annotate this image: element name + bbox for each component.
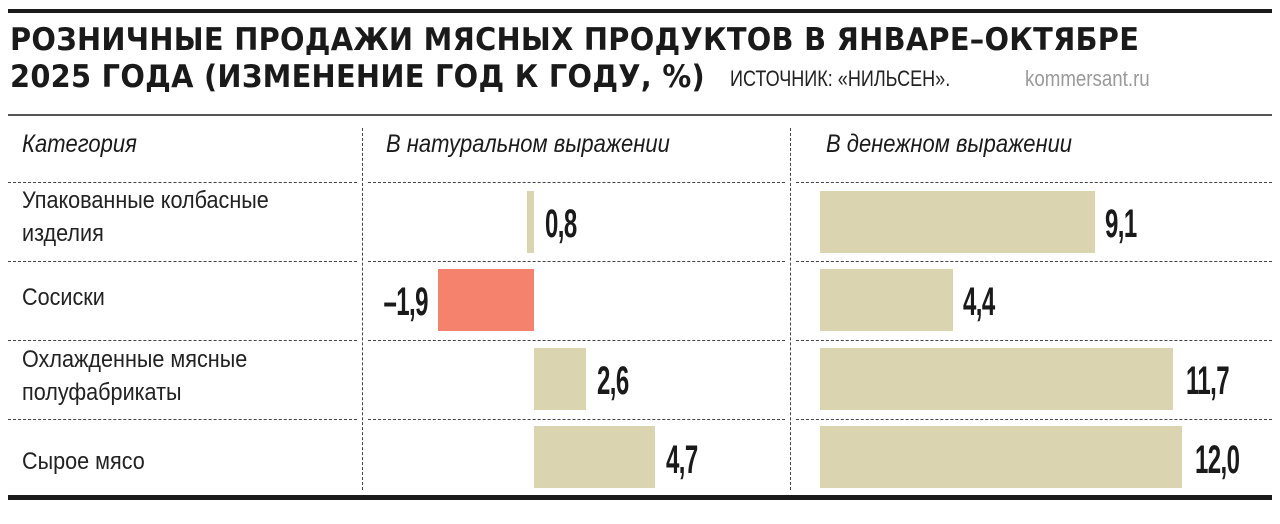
money-bar xyxy=(820,191,1095,253)
money-bar xyxy=(820,426,1182,488)
row-divider xyxy=(8,261,357,262)
row-divider xyxy=(796,182,1272,183)
category-line: Упакованные колбасные xyxy=(22,187,269,214)
money-bar xyxy=(820,269,953,331)
category-label: Сырое мясо xyxy=(22,445,145,478)
natural-bar xyxy=(527,191,534,253)
natural-value-label: 0,8 xyxy=(545,202,577,246)
row-divider xyxy=(796,419,1272,420)
title-line-2: 2025 ГОДА (ИЗМЕНЕНИЕ ГОД К ГОДУ, %) xyxy=(10,59,705,95)
chart-title: РОЗНИЧНЫЕ ПРОДАЖИ МЯСНЫХ ПРОДУКТОВ В ЯНВ… xyxy=(10,22,1139,96)
row-divider xyxy=(368,261,785,262)
column-divider xyxy=(362,128,363,490)
natural-value-label: 4,7 xyxy=(666,438,698,482)
row-divider xyxy=(796,340,1272,341)
row-divider xyxy=(8,340,357,341)
top-rule xyxy=(8,9,1272,13)
category-label: Сосиски xyxy=(22,281,105,314)
source-note: ИСТОЧНИК: «НИЛЬСЕН». xyxy=(730,66,951,91)
category-line: изделия xyxy=(22,220,104,247)
money-value-label: 4,4 xyxy=(963,280,995,324)
column-header-natural: В натуральном выражении xyxy=(386,130,670,158)
category-label: Охлажденные мясные полуфабрикаты xyxy=(22,343,247,409)
row-divider xyxy=(368,182,785,183)
row-divider xyxy=(8,182,357,183)
site-credit: kommersant.ru xyxy=(1025,66,1150,91)
title-line-1: РОЗНИЧНЫЕ ПРОДАЖИ МЯСНЫХ ПРОДУКТОВ В ЯНВ… xyxy=(10,22,1140,58)
row-divider xyxy=(796,261,1272,262)
column-divider xyxy=(790,128,791,490)
category-line: Охлажденные мясные xyxy=(22,346,248,373)
row-divider xyxy=(368,340,785,341)
row-divider xyxy=(368,419,785,420)
category-line: Сосиски xyxy=(22,284,105,311)
money-bar xyxy=(820,348,1173,410)
bottom-rule xyxy=(8,495,1272,500)
natural-value-label: –1,9 xyxy=(383,280,429,324)
column-header-money: В денежном выражении xyxy=(826,130,1073,158)
natural-value-label: 2,6 xyxy=(597,359,629,403)
money-value-label: 9,1 xyxy=(1105,202,1137,246)
category-line: полуфабрикаты xyxy=(22,379,182,406)
row-divider xyxy=(8,419,357,420)
money-value-label: 12,0 xyxy=(1195,438,1240,482)
category-label: Упакованные колбасные изделия xyxy=(22,184,269,250)
natural-bar xyxy=(534,426,655,488)
header-rule xyxy=(8,114,1272,116)
natural-bar xyxy=(534,348,586,410)
category-line: Сырое мясо xyxy=(22,448,145,475)
natural-bar-negative xyxy=(438,269,534,331)
column-header-category: Категория xyxy=(22,130,137,158)
money-value-label: 11,7 xyxy=(1186,359,1230,403)
